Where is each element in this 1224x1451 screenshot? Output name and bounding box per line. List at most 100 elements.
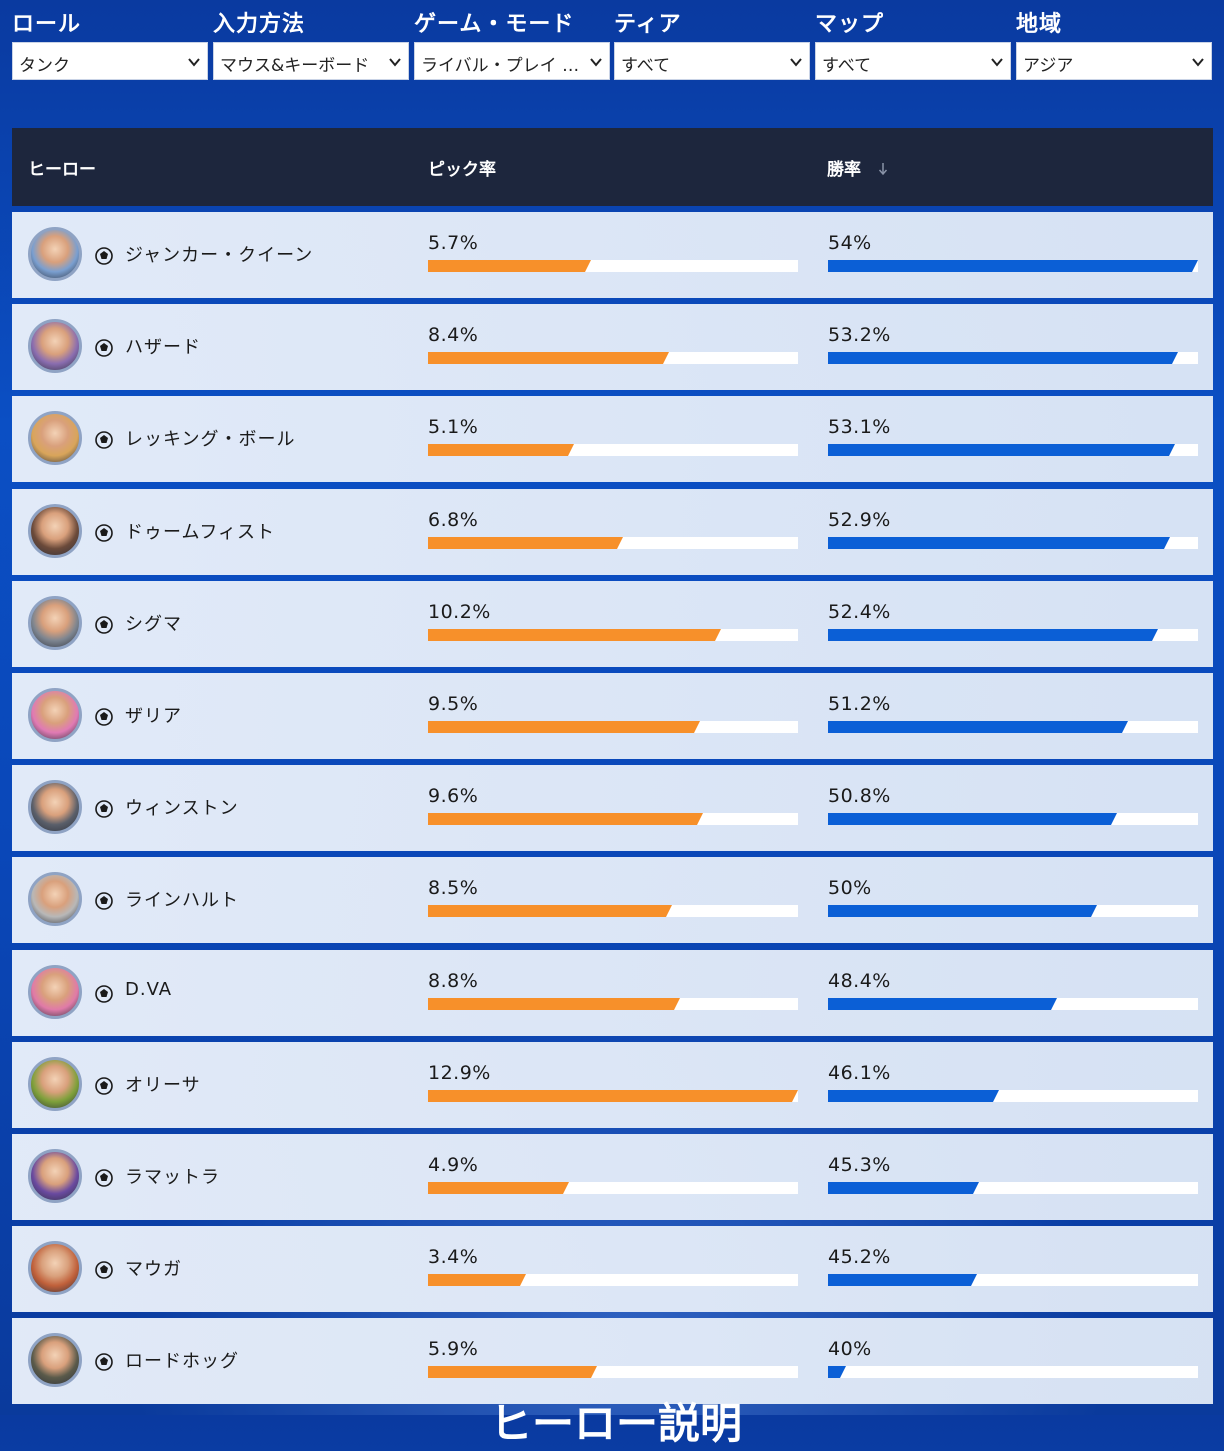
- pick-rate-value: 5.7%: [428, 232, 479, 254]
- hero-description-heading: ヒーロー説明: [490, 1399, 743, 1448]
- win-rate-value: 52.9%: [828, 509, 891, 531]
- pick-rate-bar: [428, 1090, 798, 1102]
- pick-rate-bar: [428, 629, 798, 641]
- favorite-pin-icon[interactable]: [94, 430, 114, 450]
- filter-game-mode-select[interactable]: ライバル・プレイ …: [414, 42, 610, 80]
- hero-name[interactable]: ラマットラ: [125, 1167, 220, 1188]
- hero-name[interactable]: ドゥームフィスト: [125, 522, 276, 543]
- table-row[interactable]: D.VA 8.8% 48.4%: [12, 950, 1213, 1036]
- favorite-pin-icon[interactable]: [94, 1352, 114, 1372]
- win-rate-bar-fill: [828, 260, 1198, 272]
- favorite-pin-icon[interactable]: [94, 1168, 114, 1188]
- filter-input-select[interactable]: マウス&キーボード: [213, 42, 409, 80]
- favorite-pin-icon[interactable]: [94, 615, 114, 635]
- chevron-down-icon: [991, 58, 1003, 67]
- hero-name[interactable]: オリーサ: [125, 1075, 201, 1096]
- hero-name[interactable]: ザリア: [125, 706, 182, 727]
- win-rate-value: 40%: [828, 1338, 872, 1360]
- win-rate-bar-fill: [828, 1274, 977, 1286]
- column-header-win-rate[interactable]: 勝率: [827, 160, 861, 180]
- pick-rate-value: 5.9%: [428, 1338, 479, 1360]
- win-rate-value: 53.2%: [828, 324, 891, 346]
- filter-game-mode-value: ライバル・プレイ …: [421, 56, 580, 76]
- filter-role-select[interactable]: タンク: [12, 42, 208, 80]
- pick-rate-value: 8.4%: [428, 324, 479, 346]
- hero-name[interactable]: ロードホッグ: [125, 1351, 239, 1372]
- win-rate-bar: [828, 1090, 1198, 1102]
- win-rate-bar: [828, 1274, 1198, 1286]
- favorite-pin-icon[interactable]: [94, 1260, 114, 1280]
- table-row[interactable]: ジャンカー・クイーン 5.7% 54%: [12, 212, 1213, 298]
- table-row[interactable]: ウィンストン 9.6% 50.8%: [12, 765, 1213, 851]
- table-row[interactable]: ラインハルト 8.5% 50%: [12, 857, 1213, 943]
- filter-region-select[interactable]: アジア: [1016, 42, 1212, 80]
- hero-avatar: [28, 872, 82, 926]
- hero-name[interactable]: ラインハルト: [125, 890, 239, 911]
- win-rate-bar-fill: [828, 998, 1057, 1010]
- pick-rate-bar-fill: [428, 352, 669, 364]
- pick-rate-bar-fill: [428, 905, 672, 917]
- win-rate-bar: [828, 629, 1198, 641]
- table-row[interactable]: マウガ 3.4% 45.2%: [12, 1226, 1213, 1312]
- win-rate-bar-fill: [828, 629, 1158, 641]
- table-row[interactable]: シグマ 10.2% 52.4%: [12, 581, 1213, 667]
- win-rate-bar: [828, 260, 1198, 272]
- pick-rate-bar: [428, 1182, 798, 1194]
- table-row[interactable]: ラマットラ 4.9% 45.3%: [12, 1134, 1213, 1220]
- hero-name[interactable]: ウィンストン: [125, 798, 239, 819]
- hero-name[interactable]: シグマ: [125, 614, 182, 635]
- hero-avatar: [28, 319, 82, 373]
- pick-rate-value: 12.9%: [428, 1062, 491, 1084]
- table-row[interactable]: ドゥームフィスト 6.8% 52.9%: [12, 489, 1213, 575]
- hero-name[interactable]: ジャンカー・クイーン: [125, 245, 314, 266]
- table-row[interactable]: レッキング・ボール 5.1% 53.1%: [12, 396, 1213, 482]
- filter-tier-label: ティア: [614, 12, 682, 37]
- table-row[interactable]: オリーサ 12.9% 46.1%: [12, 1042, 1213, 1128]
- filter-role-label: ロール: [12, 12, 82, 37]
- pick-rate-value: 8.5%: [428, 877, 479, 899]
- pick-rate-bar-fill: [428, 537, 623, 549]
- hero-avatar: [28, 1333, 82, 1387]
- win-rate-value: 45.3%: [828, 1154, 891, 1176]
- hero-name[interactable]: マウガ: [125, 1259, 182, 1280]
- pick-rate-bar-fill: [428, 1366, 597, 1378]
- hero-name[interactable]: D.VA: [125, 979, 173, 1000]
- pick-rate-bar-fill: [428, 1274, 526, 1286]
- hero-name[interactable]: レッキング・ボール: [125, 429, 296, 450]
- filter-tier-select[interactable]: すべて: [614, 42, 810, 80]
- favorite-pin-icon[interactable]: [94, 246, 114, 266]
- win-rate-bar-fill: [828, 1182, 979, 1194]
- favorite-pin-icon[interactable]: [94, 984, 114, 1004]
- win-rate-bar: [828, 998, 1198, 1010]
- table-row[interactable]: ザリア 9.5% 51.2%: [12, 673, 1213, 759]
- win-rate-value: 51.2%: [828, 693, 891, 715]
- favorite-pin-icon[interactable]: [94, 523, 114, 543]
- hero-avatar: [28, 688, 82, 742]
- filter-region-label: 地域: [1016, 12, 1063, 37]
- column-header-hero[interactable]: ヒーロー: [28, 160, 96, 180]
- win-rate-value: 46.1%: [828, 1062, 891, 1084]
- favorite-pin-icon[interactable]: [94, 891, 114, 911]
- hero-name[interactable]: ハザード: [125, 337, 201, 358]
- pick-rate-bar: [428, 905, 798, 917]
- arrow-down-icon[interactable]: [878, 162, 888, 176]
- favorite-pin-icon[interactable]: [94, 338, 114, 358]
- filter-role-value: タンク: [19, 56, 70, 76]
- favorite-pin-icon[interactable]: [94, 707, 114, 727]
- pick-rate-bar: [428, 352, 798, 364]
- win-rate-bar-fill: [828, 352, 1178, 364]
- pick-rate-value: 8.8%: [428, 970, 479, 992]
- filter-map-select[interactable]: すべて: [815, 42, 1011, 80]
- pick-rate-bar: [428, 998, 798, 1010]
- chevron-down-icon: [1192, 58, 1204, 67]
- favorite-pin-icon[interactable]: [94, 799, 114, 819]
- column-header-pick-rate[interactable]: ピック率: [428, 160, 496, 180]
- pick-rate-value: 3.4%: [428, 1246, 479, 1268]
- table-row[interactable]: ロードホッグ 5.9% 40%: [12, 1318, 1213, 1404]
- favorite-pin-icon[interactable]: [94, 1076, 114, 1096]
- table-row[interactable]: ハザード 8.4% 53.2%: [12, 304, 1213, 390]
- win-rate-bar: [828, 721, 1198, 733]
- pick-rate-bar: [428, 813, 798, 825]
- win-rate-value: 50%: [828, 877, 872, 899]
- table-header: ヒーロー ピック率 勝率: [12, 128, 1213, 206]
